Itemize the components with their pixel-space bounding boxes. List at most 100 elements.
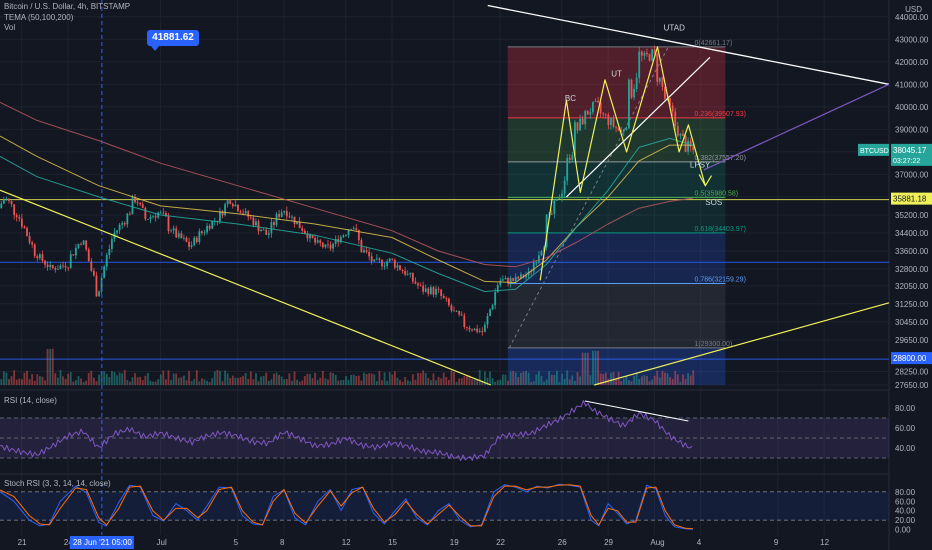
- volume-bar: [13, 370, 16, 385]
- volume-bar: [74, 380, 77, 385]
- rsi-axis-tick: 80.00: [895, 404, 916, 413]
- rsi-axis-tick: 60.00: [895, 424, 916, 433]
- candle-body: [332, 243, 335, 249]
- candle-body: [64, 265, 67, 268]
- candle-body: [561, 193, 563, 198]
- candle-body: [483, 324, 486, 332]
- price-axis-tick: 44000.00: [895, 13, 929, 22]
- volume-bar: [69, 372, 72, 385]
- candle-body: [365, 250, 368, 252]
- volume-bar: [44, 380, 46, 385]
- candle-body: [566, 157, 569, 181]
- candle-body: [640, 51, 643, 56]
- volume-bar: [167, 370, 170, 385]
- price-axis-tick: 32050.00: [895, 282, 929, 291]
- volume-bar: [147, 373, 149, 385]
- volume-bar: [638, 379, 641, 385]
- candle-body: [311, 234, 314, 238]
- descending-trend-line: [0, 189, 492, 386]
- volume-bar: [370, 373, 373, 385]
- time-axis-tick: 24: [64, 538, 73, 547]
- candle-body: [188, 241, 190, 247]
- stoch-d-line: [0, 484, 694, 530]
- candle-body: [378, 258, 381, 260]
- volume-bar: [72, 381, 75, 385]
- volume-bar: [610, 372, 612, 385]
- price-tag-value: 28800.00: [893, 354, 927, 363]
- candle-body: [74, 247, 77, 256]
- volume-bar: [419, 373, 422, 385]
- candle-body: [172, 228, 175, 231]
- tema-line: [0, 137, 694, 292]
- fib-zone: [507, 117, 726, 162]
- volume-bar: [165, 379, 167, 385]
- time-axis-tick: Jul: [157, 538, 167, 547]
- volume-bar: [216, 370, 219, 385]
- volume-bar: [689, 375, 692, 385]
- candle-body: [175, 228, 178, 238]
- volume-bar: [229, 378, 232, 385]
- candle-body: [388, 258, 391, 262]
- candle-body: [152, 216, 154, 217]
- wyckoff-label-bc: BC: [565, 94, 576, 103]
- candle-body: [291, 216, 293, 218]
- price-tag-countdown: 03:27:22: [893, 158, 920, 165]
- volume-bar: [38, 376, 41, 385]
- volume-bar: [8, 379, 10, 385]
- volume-bar: [630, 381, 633, 385]
- volume-bar: [149, 380, 152, 385]
- crosshair-time-badge: [69, 536, 134, 549]
- volume-bar: [566, 370, 569, 385]
- volume-bar: [558, 381, 561, 385]
- candle-body: [445, 298, 448, 299]
- volume-bar: [332, 372, 335, 385]
- candle-body: [419, 285, 422, 287]
- candle-body: [90, 261, 93, 271]
- volume-bar: [159, 374, 162, 385]
- volume-bar: [687, 373, 690, 385]
- candle-body: [275, 213, 278, 226]
- volume-bar: [334, 374, 337, 385]
- candle-body: [141, 204, 144, 208]
- candle-body: [118, 224, 121, 231]
- candle-body: [180, 233, 183, 239]
- candle-body: [550, 213, 553, 215]
- candle-body: [594, 100, 597, 102]
- candle-body: [658, 77, 661, 82]
- volume-bar: [177, 377, 180, 385]
- candle-body: [630, 79, 633, 98]
- candle-body: [664, 86, 666, 99]
- volume-bar: [607, 378, 610, 385]
- price-axis-tick: 33600.00: [895, 247, 929, 256]
- candle-body: [33, 244, 36, 257]
- stoch-axis-tick: 0.00: [895, 526, 911, 535]
- candle-body: [607, 114, 610, 125]
- candle-body: [298, 221, 301, 229]
- volume-bar: [473, 379, 476, 385]
- volume-bar: [599, 373, 602, 385]
- wyckoff-label-ut: UT: [611, 69, 622, 78]
- volume-bar: [219, 371, 221, 385]
- volume-bar: [208, 381, 211, 385]
- candle-body: [501, 279, 504, 281]
- candle-body: [190, 245, 193, 247]
- candle-body: [656, 54, 659, 82]
- candle-body: [404, 271, 407, 275]
- candle-body: [509, 278, 512, 284]
- candle-body: [525, 275, 527, 278]
- volume-bar: [355, 375, 358, 385]
- candle-body: [13, 204, 16, 216]
- candle-body: [95, 275, 98, 297]
- volume-bar: [36, 374, 39, 385]
- volume-bar: [538, 371, 540, 385]
- volume-bar: [429, 380, 432, 385]
- candle-body: [597, 100, 599, 103]
- volume-bar: [90, 370, 93, 385]
- volume-bar: [260, 376, 262, 385]
- candle-body: [543, 247, 545, 252]
- candle-body: [530, 271, 533, 273]
- volume-bar: [306, 373, 309, 385]
- volume-bar: [514, 372, 517, 385]
- volume-bar: [337, 380, 340, 385]
